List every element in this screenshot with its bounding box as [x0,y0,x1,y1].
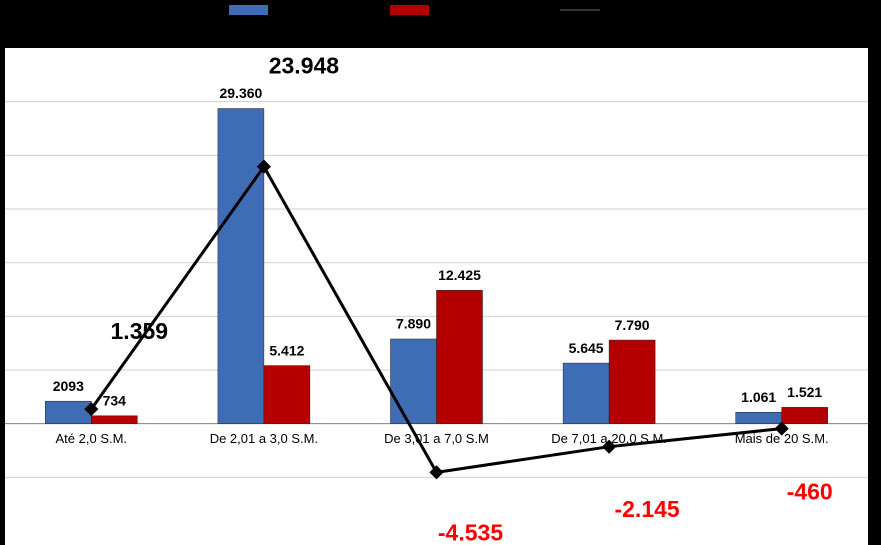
legend-swatch [390,5,429,15]
line-marker [256,159,271,174]
line-marker [429,465,444,480]
line-value-label: -2.145 [614,496,679,522]
value-label: 734 [103,392,127,408]
line-marker [774,421,789,436]
bar [608,339,656,424]
x-tick-label: Até 2,0 S.M. [56,431,128,446]
line-value-label: 1.359 [111,318,169,344]
bar [436,290,483,424]
bar [781,407,828,424]
value-label: 5.645 [569,340,604,356]
bar [390,338,437,424]
value-label: 5.412 [269,342,304,358]
x-tick-label: De 2,01 a 3,0 S.M. [210,431,318,446]
value-label: 1.061 [741,389,776,405]
value-label: 7.790 [615,317,650,333]
line-value-label: 23.948 [269,53,340,79]
line-marker [602,439,617,454]
value-label: 29.360 [219,85,262,101]
bar [562,362,610,424]
bar [91,415,138,424]
bar [735,412,782,424]
value-label: 2093 [53,378,84,394]
value-label: 7.890 [396,316,431,332]
line-marker [84,402,99,417]
x-tick-label: Mais de 20 S.M. [735,431,829,446]
value-label: 12.425 [438,267,481,283]
x-tick-label: De 3,01 a 7,0 S.M [384,431,489,446]
bar [263,365,311,424]
bar [45,400,92,424]
legend-swatch [229,5,268,15]
line-value-label: -4.535 [438,519,503,545]
bar [217,108,265,424]
line-value-label: -460 [787,479,833,505]
value-label: 1.521 [787,384,822,400]
